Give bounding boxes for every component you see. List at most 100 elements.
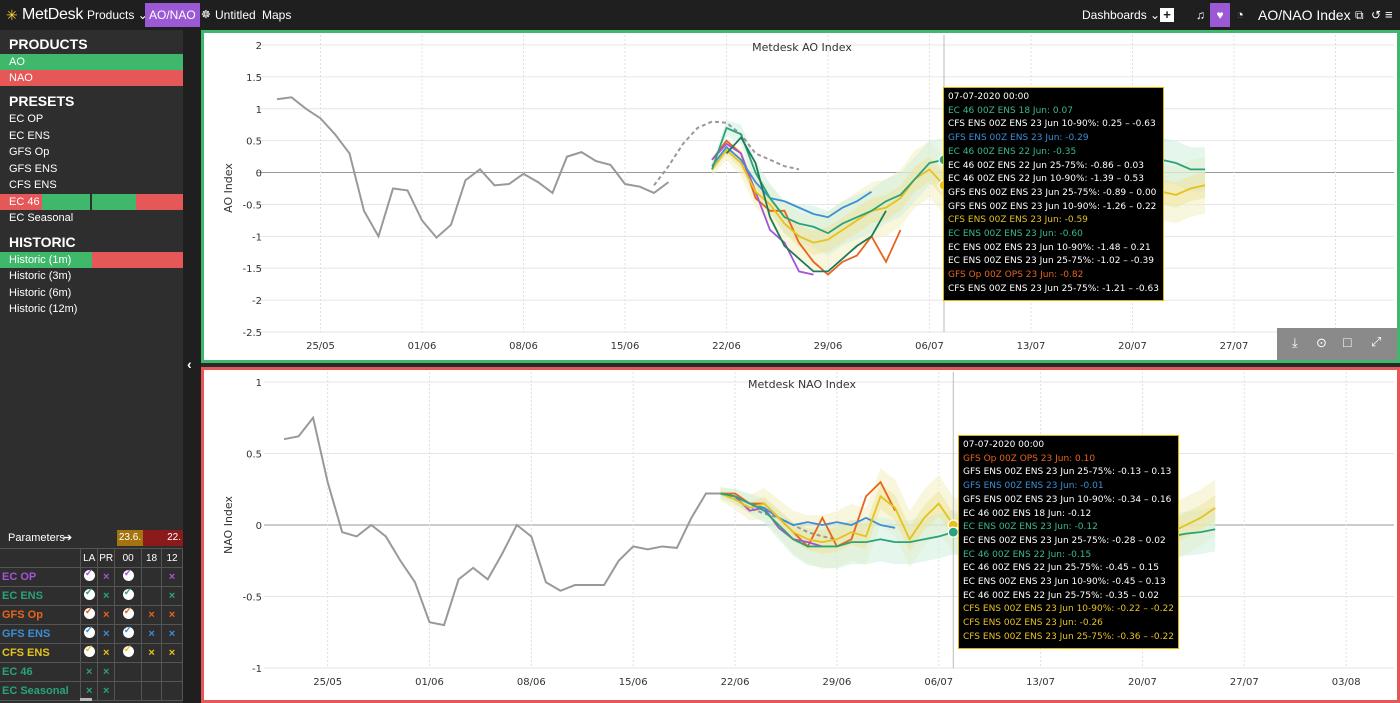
undo-icon[interactable]: ↺ — [1371, 8, 1382, 22]
parameter-row[interactable]: EC OP × × — [0, 567, 183, 587]
cross-icon[interactable]: × — [148, 647, 155, 659]
cross-icon[interactable]: × — [168, 647, 176, 659]
square-icon[interactable]: □ — [1343, 334, 1352, 350]
tab-maps[interactable]: Maps — [262, 8, 292, 22]
sidebar-item-historic-6m[interactable]: Historic (6m) — [9, 287, 72, 299]
status-cell[interactable]: × — [161, 643, 183, 663]
bell-icon[interactable]: ♫ — [1196, 8, 1205, 22]
cross-icon[interactable]: × — [103, 647, 110, 659]
target-icon[interactable]: ⊙ — [1316, 335, 1327, 350]
copy-icon[interactable]: ⧉ — [1355, 8, 1364, 22]
tab-untitled[interactable]: Untitled — [215, 8, 256, 22]
status-cell[interactable]: × — [97, 643, 116, 663]
check-icon[interactable] — [122, 625, 134, 638]
parameter-name[interactable]: EC ENS — [0, 586, 82, 606]
cross-icon[interactable]: × — [103, 666, 110, 678]
status-cell[interactable]: × — [141, 643, 163, 663]
parameter-row[interactable]: GFS ENS × × × — [0, 624, 183, 644]
empty-cell[interactable] — [161, 662, 183, 682]
sidebar-item-ec-46[interactable]: EC 46 — [0, 194, 183, 210]
cross-icon[interactable]: × — [168, 571, 176, 583]
sidebar-item-ec-op[interactable]: EC OP — [9, 113, 44, 125]
check-icon[interactable] — [83, 625, 95, 638]
status-cell[interactable] — [114, 643, 143, 663]
sidebar-item-gfs-op[interactable]: GFS Op — [9, 146, 50, 158]
series-line[interactable] — [283, 415, 721, 627]
status-cell[interactable] — [114, 605, 143, 625]
status-cell[interactable]: × — [161, 624, 183, 644]
sidebar-item-gfs-ens[interactable]: GFS ENS — [9, 163, 58, 175]
cross-icon[interactable]: × — [168, 590, 176, 602]
add-icon[interactable]: + — [1160, 8, 1174, 22]
status-cell[interactable]: × — [97, 624, 116, 644]
ao-chart[interactable]: 2 1.5 1 0.5 0 -0.5 -1 -1.5 -2 -2.5 25/05 01/06 08/06… — [204, 33, 1397, 360]
check-icon[interactable] — [83, 644, 95, 657]
check-icon[interactable] — [83, 587, 95, 600]
sidebar-item-historic-3m[interactable]: Historic (3m) — [9, 270, 72, 282]
menu-icon[interactable]: ≡ — [1385, 7, 1393, 22]
sidebar-item-cfs-ens[interactable]: CFS ENS — [9, 179, 57, 191]
status-cell[interactable]: × — [97, 586, 116, 606]
parameter-name[interactable]: CFS ENS — [0, 643, 82, 663]
cross-icon[interactable]: × — [103, 609, 110, 621]
status-cell[interactable]: × — [161, 567, 183, 587]
status-cell[interactable]: × — [97, 605, 116, 625]
logo[interactable]: MetDesk — [22, 6, 84, 23]
check-icon[interactable] — [122, 587, 134, 600]
cross-icon[interactable]: × — [148, 609, 155, 621]
status-cell[interactable] — [80, 567, 99, 587]
status-cell[interactable]: × — [97, 662, 116, 682]
cross-icon[interactable]: × — [103, 628, 110, 640]
parameter-row[interactable]: EC Seasonal × × — [0, 681, 183, 701]
check-icon[interactable] — [122, 644, 134, 657]
parameter-row[interactable]: GFS Op × × × — [0, 605, 183, 625]
status-cell[interactable]: × — [97, 681, 116, 701]
parameter-name[interactable]: EC Seasonal — [0, 681, 82, 701]
tab-ao-nao[interactable]: AO/NAO — [145, 3, 200, 27]
status-cell[interactable]: × — [161, 586, 183, 606]
parameter-row[interactable]: EC ENS × × — [0, 586, 183, 606]
empty-cell[interactable] — [141, 681, 163, 701]
cross-icon[interactable]: × — [103, 571, 110, 583]
arrow-right-icon[interactable]: ➔ — [63, 532, 73, 544]
favorite-heart-icon[interactable]: ♥ — [1210, 3, 1230, 27]
sidebar-item-historic-12m[interactable]: Historic (12m) — [9, 303, 78, 315]
scroll-handle[interactable] — [80, 698, 92, 701]
empty-cell[interactable] — [114, 662, 143, 682]
parameter-name[interactable]: EC OP — [0, 567, 82, 587]
parameter-name[interactable]: GFS ENS — [0, 624, 82, 644]
cross-icon[interactable]: × — [86, 685, 93, 697]
empty-cell[interactable] — [114, 681, 143, 701]
collapse-chevron-icon[interactable]: ‹ — [187, 356, 192, 372]
sidebar-item-ec-seasonal[interactable]: EC Seasonal — [9, 212, 74, 224]
status-cell[interactable]: × — [141, 605, 163, 625]
cross-icon[interactable]: × — [103, 590, 110, 602]
status-cell[interactable] — [114, 624, 143, 644]
series-line[interactable] — [711, 142, 814, 276]
status-cell[interactable]: × — [80, 662, 99, 682]
dashboards-menu[interactable]: Dashboards ⌄ — [1082, 8, 1161, 22]
status-cell[interactable]: × — [97, 567, 116, 587]
sidebar-item-ec-ens[interactable]: EC ENS — [9, 130, 50, 142]
parameter-name[interactable]: EC 46 — [0, 662, 82, 682]
empty-cell[interactable] — [141, 662, 163, 682]
check-icon[interactable] — [122, 568, 134, 581]
empty-cell[interactable] — [141, 567, 163, 587]
parameter-row[interactable]: EC 46 × × — [0, 662, 183, 682]
cross-icon[interactable]: × — [168, 609, 176, 621]
sidebar-item-historic-1m[interactable]: Historic (1m) — [0, 252, 183, 268]
check-icon[interactable] — [122, 606, 134, 619]
empty-cell[interactable] — [161, 681, 183, 701]
status-cell[interactable] — [114, 567, 143, 587]
parameter-row[interactable]: CFS ENS × × × — [0, 643, 183, 663]
status-cell[interactable]: × — [141, 624, 163, 644]
status-cell[interactable] — [114, 586, 143, 606]
check-icon[interactable] — [83, 568, 95, 581]
dashboard-gauge-icon[interactable]: ◔ — [1236, 7, 1244, 22]
status-cell[interactable] — [80, 624, 99, 644]
cross-icon[interactable]: × — [86, 666, 93, 678]
expand-icon[interactable]: ⤢ — [1371, 334, 1382, 349]
cross-icon[interactable]: × — [168, 628, 176, 640]
sidebar-item-ao[interactable]: AO — [0, 54, 183, 70]
download-icon[interactable]: ⤓ — [1292, 335, 1298, 350]
